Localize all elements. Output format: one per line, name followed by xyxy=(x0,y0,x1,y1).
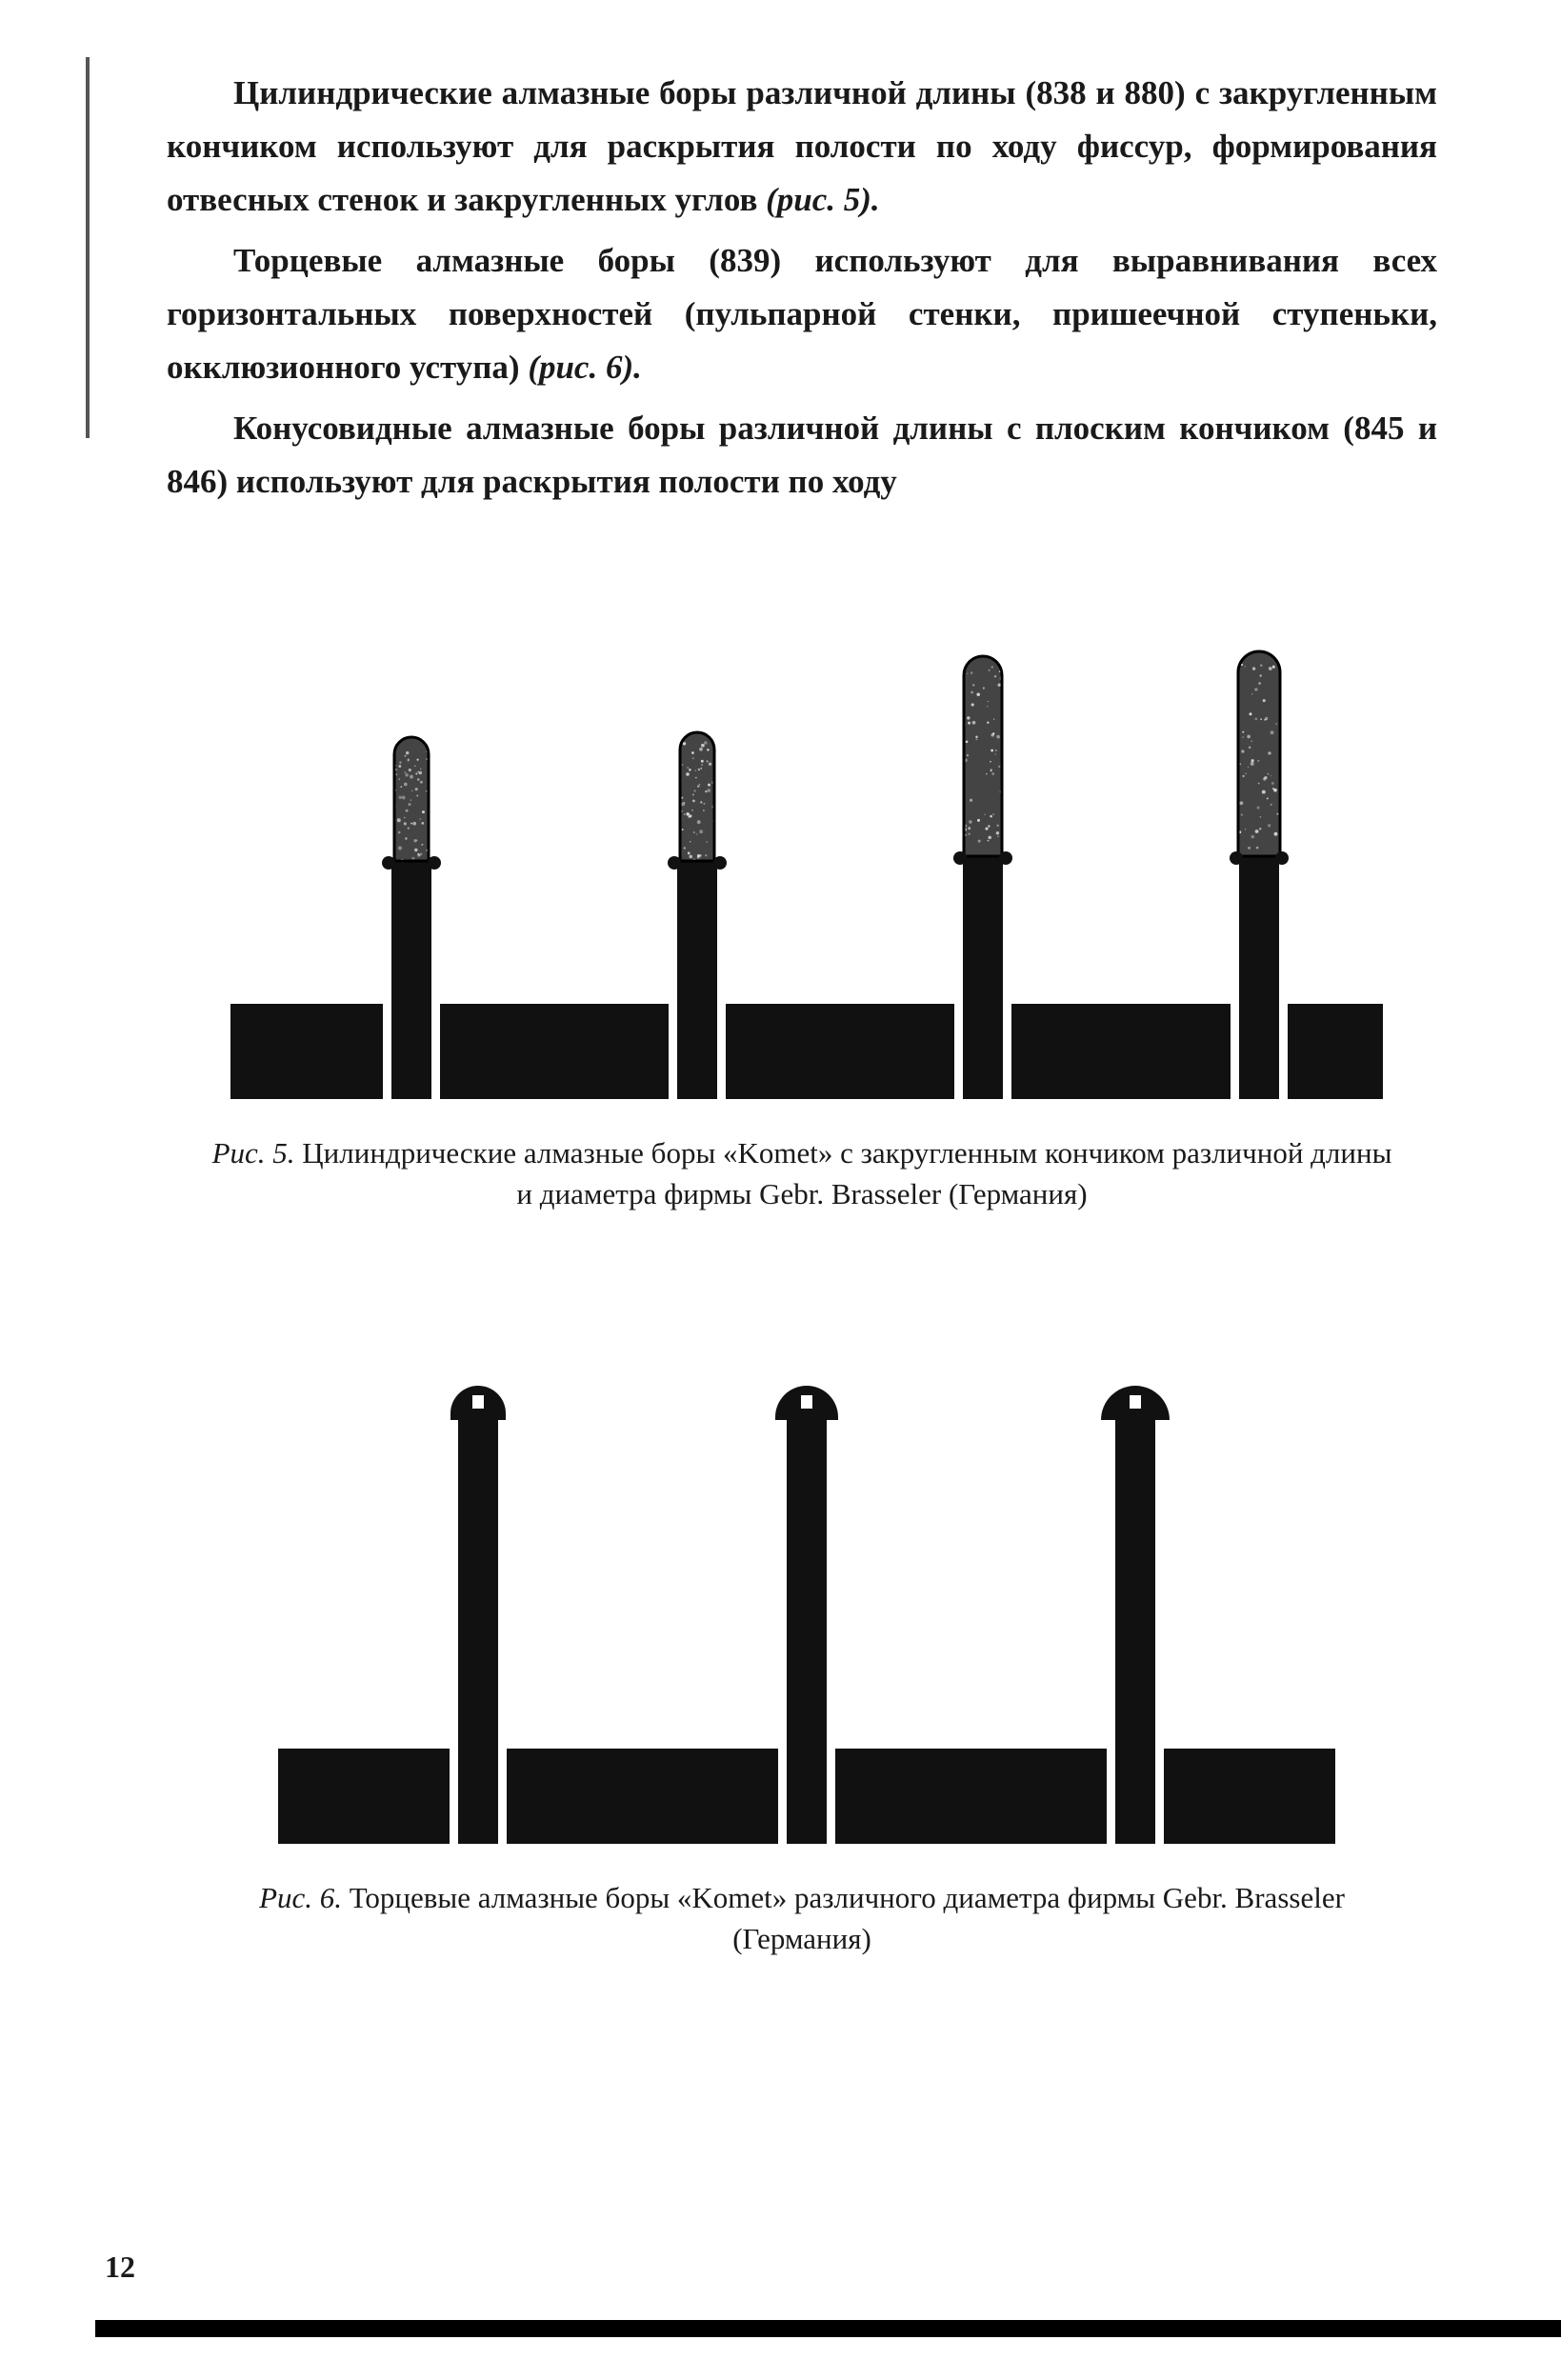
figure-5-svg xyxy=(202,556,1402,1109)
paragraph-1: Цилиндрические алмазные боры различной д… xyxy=(167,67,1437,227)
page-number: 12 xyxy=(105,2250,135,2285)
figure-6: Рис. 6. Торцевые алмазные боры «Komet» р… xyxy=(167,1282,1437,1960)
figure-5-caption: Рис. 5. Цилиндрические алмазные боры «Ko… xyxy=(207,1132,1397,1215)
figure-6-caption-text: Торцевые алмазные боры «Komet» различног… xyxy=(342,1881,1345,1955)
figure-5: Рис. 5. Цилиндрические алмазные боры «Ko… xyxy=(167,556,1437,1215)
body-text: Цилиндрические алмазные боры различной д… xyxy=(167,67,1437,509)
figure-6-svg xyxy=(240,1282,1364,1853)
figure-6-caption: Рис. 6. Торцевые алмазные боры «Komet» р… xyxy=(207,1877,1397,1960)
figure-5-caption-label: Рис. 5. xyxy=(212,1136,295,1170)
paragraph-2: Торцевые алмазные боры (839) используют … xyxy=(167,234,1437,394)
side-line-decoration xyxy=(86,57,90,438)
bottom-rule xyxy=(95,2320,1561,2337)
figure-6-caption-label: Рис. 6. xyxy=(259,1881,342,1914)
p2-text: Торцевые алмазные боры (839) используют … xyxy=(167,242,1437,386)
p2-ref: (рис. 6). xyxy=(528,349,642,386)
p1-ref: (рис. 5). xyxy=(766,181,880,218)
figure-5-caption-text: Цилиндрические алмазные боры «Komet» с з… xyxy=(295,1136,1392,1210)
paragraph-3: Конусовидные алмазные боры различной дли… xyxy=(167,402,1437,509)
